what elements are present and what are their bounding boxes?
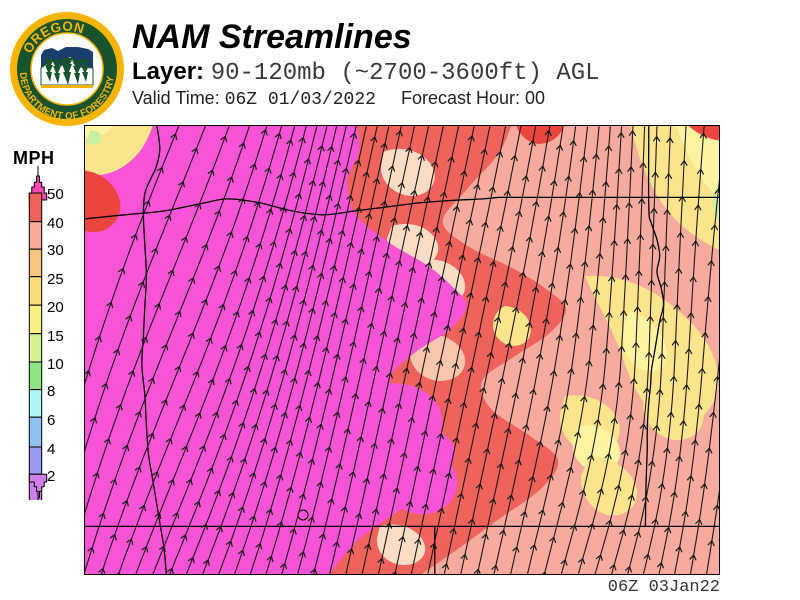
svg-text:4: 4: [47, 441, 55, 458]
svg-text:15: 15: [47, 328, 64, 345]
svg-text:40: 40: [47, 215, 64, 232]
svg-text:25: 25: [47, 271, 64, 288]
svg-text:10: 10: [47, 356, 64, 373]
svg-text:8: 8: [47, 383, 55, 400]
svg-text:20: 20: [47, 299, 64, 316]
svg-text:30: 30: [47, 242, 64, 259]
svg-text:6: 6: [47, 412, 55, 429]
svg-text:2: 2: [47, 468, 55, 485]
svg-text:50: 50: [47, 186, 64, 203]
